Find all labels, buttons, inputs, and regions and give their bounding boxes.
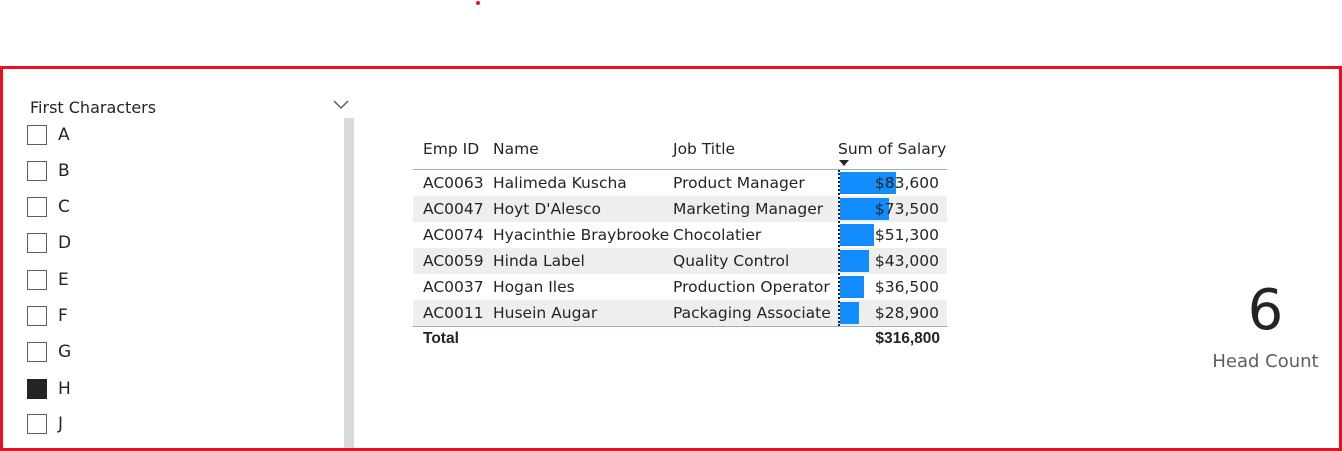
slicer-item-a[interactable]: A [27, 121, 227, 149]
slicer-item-label: D [58, 233, 72, 253]
total-value: $316,800 [875, 330, 940, 347]
checkbox[interactable] [27, 342, 47, 362]
card-label: Head Count [1212, 351, 1319, 372]
header-emp-id[interactable]: Emp ID [423, 140, 480, 158]
table-row[interactable]: AC0011 Husein Augar Packaging Associate $28… [413, 300, 947, 326]
cell-job-title: Production Operator [673, 278, 830, 296]
table-row[interactable]: AC0037 Hogan Iles Production Operator $36,5… [413, 274, 947, 300]
cell-name: Husein Augar [493, 304, 598, 322]
checkbox[interactable] [27, 125, 47, 145]
salary-value: $51,300 [874, 226, 939, 244]
cell-job-title: Product Manager [673, 174, 805, 192]
slicer-item-e[interactable]: E [27, 266, 227, 294]
salary-value: $28,900 [874, 304, 939, 322]
salary-value: $43,000 [874, 252, 939, 270]
checkbox[interactable] [27, 161, 47, 181]
chevron-down-icon[interactable] [332, 97, 350, 111]
table-header: Emp ID Name Job Title Sum of Salary [413, 136, 947, 170]
slicer-item-label: C [58, 197, 70, 217]
cell-salary: $51,300 [838, 222, 946, 248]
slicer-item-label: H [58, 379, 71, 399]
total-label: Total [423, 330, 459, 347]
cell-name: Hyacinthie Braybrooke [493, 226, 670, 244]
checkbox[interactable] [27, 270, 47, 290]
cell-emp-id: AC0047 [423, 200, 484, 218]
selection-dot [476, 1, 480, 5]
header-job-title[interactable]: Job Title [673, 140, 736, 158]
cell-salary: $73,500 [838, 196, 946, 222]
checkbox[interactable] [27, 197, 47, 217]
cell-emp-id: AC0074 [423, 226, 484, 244]
checkbox[interactable] [27, 233, 47, 253]
table-row[interactable]: AC0059 Hinda Label Quality Control $43,000 [413, 248, 947, 274]
cell-name: Hogan Iles [493, 278, 575, 296]
card-value: 6 [1247, 278, 1284, 343]
cell-emp-id: AC0011 [423, 304, 484, 322]
table-total-row: Total $316,800 [413, 326, 947, 350]
cell-job-title: Quality Control [673, 252, 790, 270]
slicer-item-label: E [58, 270, 69, 290]
table-row[interactable]: AC0047 Hoyt D'Alesco Marketing Manager $73,… [413, 196, 947, 222]
slicer-title: First Characters [30, 98, 157, 117]
slicer-item-label: B [58, 161, 70, 181]
slicer-scrollbar[interactable] [344, 118, 354, 448]
cell-name: Halimeda Kuscha [493, 174, 627, 192]
slicer-item-c[interactable]: C [27, 193, 227, 221]
cell-name: Hoyt D'Alesco [493, 200, 602, 218]
cell-emp-id: AC0037 [423, 278, 484, 296]
salary-data-bar [840, 224, 874, 246]
sort-descending-icon[interactable] [839, 160, 849, 166]
slicer-item-g[interactable]: G [27, 338, 227, 366]
salary-value: $83,600 [874, 174, 939, 192]
bar-axis-line [838, 170, 840, 326]
cell-emp-id: AC0059 [423, 252, 484, 270]
table-row[interactable]: AC0074 Hyacinthie Braybrooke Chocolatier $5… [413, 222, 947, 248]
cell-job-title: Chocolatier [673, 226, 762, 244]
slicer-item-label: F [58, 306, 68, 326]
cell-salary: $43,000 [838, 248, 946, 274]
checkbox[interactable] [27, 414, 47, 434]
cell-job-title: Marketing Manager [673, 200, 824, 218]
header-sum-of-salary[interactable]: Sum of Salary [838, 140, 947, 158]
header-name[interactable]: Name [493, 140, 539, 158]
salary-data-bar [840, 302, 859, 324]
cell-salary: $36,500 [838, 274, 946, 300]
table-row[interactable]: AC0063 Halimeda Kuscha Product Manager $83,… [413, 170, 947, 196]
slicer-item-label: A [58, 125, 70, 145]
salary-data-bar [840, 172, 896, 194]
head-count-card: 6 Head Count [1198, 279, 1333, 389]
cell-salary: $28,900 [838, 300, 946, 326]
slicer-item-b[interactable]: B [27, 157, 227, 185]
cell-name: Hinda Label [493, 252, 585, 270]
slicer-item-j[interactable]: J [27, 410, 227, 438]
salary-data-bar [840, 250, 869, 272]
salary-value: $36,500 [874, 278, 939, 296]
slicer-item-f[interactable]: F [27, 302, 227, 330]
slicer-item-d[interactable]: D [27, 229, 227, 257]
slicer-item-label: J [58, 414, 64, 434]
checkbox[interactable] [27, 306, 47, 326]
checkbox-checked[interactable] [27, 379, 47, 399]
cell-salary: $83,600 [838, 170, 946, 196]
slicer-item-h[interactable]: H [27, 375, 227, 403]
salary-data-bar [840, 276, 864, 298]
slicer-item-label: G [58, 342, 72, 362]
cell-emp-id: AC0063 [423, 174, 484, 192]
salary-value: $73,500 [874, 200, 939, 218]
salary-data-bar [840, 198, 889, 220]
cell-job-title: Packaging Associate [673, 304, 831, 322]
